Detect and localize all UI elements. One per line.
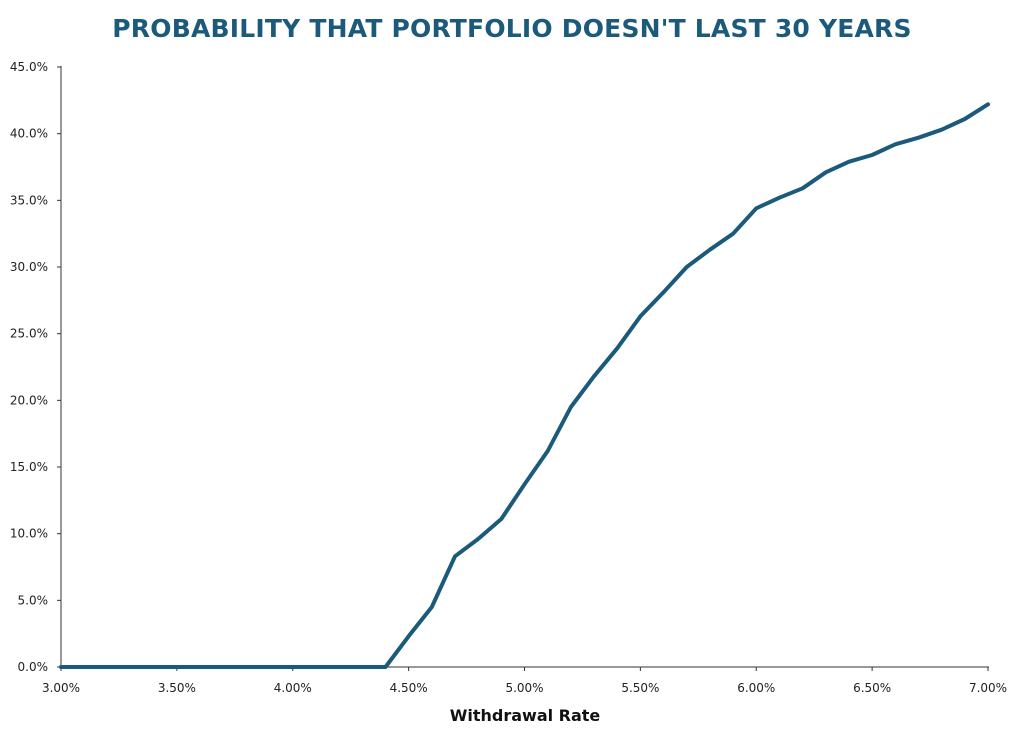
data-point bbox=[663, 291, 664, 293]
data-point bbox=[524, 483, 525, 485]
data-point bbox=[153, 666, 155, 668]
data-point bbox=[686, 266, 688, 268]
data-point bbox=[941, 129, 943, 131]
data-point bbox=[408, 635, 410, 637]
data-point bbox=[547, 450, 549, 452]
data-point bbox=[732, 233, 734, 235]
y-tick-label: 0.0% bbox=[18, 660, 49, 674]
axes bbox=[57, 66, 989, 671]
y-tick-label: 45.0% bbox=[10, 60, 48, 74]
y-tick-label: 25.0% bbox=[10, 327, 48, 341]
data-point bbox=[964, 118, 966, 120]
data-point bbox=[222, 666, 224, 668]
data-point bbox=[385, 666, 386, 668]
data-point bbox=[593, 375, 595, 377]
data-point bbox=[338, 666, 340, 668]
data-point bbox=[570, 406, 572, 408]
data-point bbox=[176, 666, 178, 668]
data-point bbox=[106, 666, 108, 668]
data-point bbox=[709, 249, 711, 251]
data-point bbox=[361, 666, 363, 668]
series-line bbox=[59, 102, 990, 669]
data-point bbox=[431, 606, 433, 608]
data-point bbox=[755, 207, 757, 209]
x-tick-label: 6.00% bbox=[737, 681, 775, 695]
data-point bbox=[60, 666, 62, 668]
x-tick-label: 4.50% bbox=[390, 681, 428, 695]
y-tick-label: 15.0% bbox=[10, 460, 48, 474]
x-tick-label: 5.00% bbox=[505, 681, 543, 695]
y-tick-label: 20.0% bbox=[10, 393, 48, 407]
data-point bbox=[199, 666, 201, 668]
tick-labels: 0.0% 5.0% 10.0% 15.0% 20.0% 25.0% 30.0% 35.0% 40… bbox=[10, 60, 1007, 695]
x-tick-label: 5.50% bbox=[621, 681, 659, 695]
data-point bbox=[245, 666, 247, 668]
x-tick-label: 3.00% bbox=[42, 681, 80, 695]
data-point bbox=[477, 538, 479, 540]
chart-title: PROBABILITY THAT PORTFOLIO DOESN'T LAST … bbox=[112, 14, 912, 43]
x-tick-label: 7.00% bbox=[969, 681, 1007, 695]
data-point bbox=[918, 137, 919, 139]
x-axis-title: Withdrawal Rate bbox=[450, 706, 601, 725]
data-point bbox=[616, 347, 618, 349]
data-point bbox=[825, 171, 827, 173]
data-point bbox=[269, 666, 271, 668]
data-point bbox=[315, 666, 317, 668]
y-tick-label: 35.0% bbox=[10, 193, 48, 207]
data-point bbox=[639, 315, 641, 317]
data-point bbox=[802, 187, 804, 189]
x-tick-label: 3.50% bbox=[158, 681, 196, 695]
data-point bbox=[500, 518, 502, 520]
data-point bbox=[83, 666, 85, 668]
data-point bbox=[778, 197, 780, 199]
data-point bbox=[987, 103, 989, 105]
y-tick-label: 5.0% bbox=[18, 593, 49, 607]
data-point bbox=[130, 666, 131, 668]
data-point bbox=[871, 154, 873, 156]
data-point bbox=[894, 143, 896, 145]
y-tick-label: 40.0% bbox=[10, 127, 48, 141]
data-point bbox=[292, 666, 294, 668]
data-point bbox=[454, 555, 456, 557]
y-tick-label: 10.0% bbox=[10, 527, 48, 541]
y-tick-label: 30.0% bbox=[10, 260, 48, 274]
x-tick-label: 4.00% bbox=[274, 681, 312, 695]
series-layer bbox=[59, 102, 990, 669]
x-tick-label: 6.50% bbox=[853, 681, 891, 695]
data-point bbox=[848, 161, 850, 163]
